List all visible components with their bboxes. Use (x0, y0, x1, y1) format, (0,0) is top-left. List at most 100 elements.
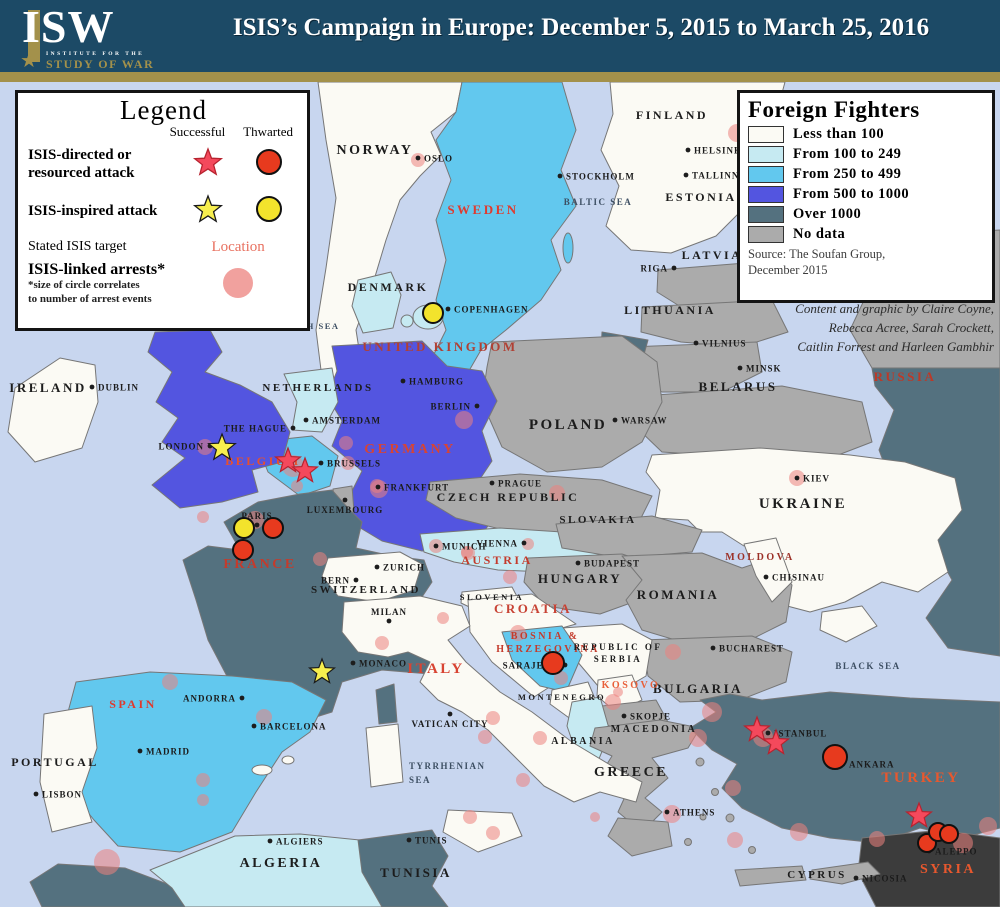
arrest-circle (727, 832, 743, 848)
legend-title: Legend (120, 95, 207, 125)
city-dot (33, 791, 39, 797)
city-label: PARIS (241, 511, 272, 521)
legend-row2-label: ISIS-inspired attack (28, 202, 158, 219)
legend-yellow-circle-icon (238, 191, 299, 232)
city-label: THE HAGUE (224, 424, 287, 434)
city-label: ALEPPO (935, 847, 978, 857)
city-label: PRAGUE (498, 479, 542, 489)
arrest-circle (663, 805, 681, 823)
island-sardinia (365, 723, 404, 788)
arrest-circle (291, 480, 303, 492)
foreign-fighters-panel: Foreign Fighters Less than 100 From 100 t… (737, 90, 995, 303)
city-label: VIENNA (476, 539, 518, 549)
city-label: HELSINKI (694, 146, 747, 156)
city-label: LONDON (158, 442, 204, 452)
legend-arrest-circle-icon (177, 261, 299, 306)
city-label: RIGA (640, 264, 668, 274)
country-label: BELARUS (699, 379, 778, 394)
city-dot (318, 460, 324, 466)
country-label: CROATIA (494, 601, 572, 616)
arrest-circle (979, 817, 997, 835)
city-dot (765, 730, 771, 736)
map-title: ISIS’s Campaign in Europe: December 5, 2… (232, 14, 930, 41)
legend-location-sample: Location (211, 239, 265, 255)
red-star-marker (904, 801, 934, 828)
country-label: ALGERIA (240, 856, 323, 871)
country-label: NORWAY (336, 143, 413, 158)
arrest-circle (341, 456, 355, 470)
legend-row3-label: Stated ISIS target (28, 239, 127, 255)
city-label: DUBLIN (98, 383, 139, 393)
city-dot (386, 618, 392, 624)
country-label: BOSNIA & (511, 631, 580, 642)
arrest-circle (461, 546, 473, 558)
ff-class-row: Over 1000 (748, 206, 984, 223)
city-dot (521, 540, 527, 546)
country-netherlands (283, 367, 339, 433)
ff-class-row: No data (748, 226, 984, 243)
city-label: VATICAN CITY (412, 719, 489, 729)
city-label: BERN (321, 576, 350, 586)
ff-class-row: Less than 100 (748, 126, 984, 143)
city-dot (693, 340, 699, 346)
arrest-circle (725, 780, 741, 796)
country-label: FRANCE (223, 557, 296, 572)
country-label: KOSOVO (602, 680, 661, 691)
sea-label: BLACK SEA (835, 661, 900, 671)
country-denmark (351, 271, 402, 334)
country-label: MOLDOVA (725, 552, 795, 563)
city-label: STOCKHOLM (566, 172, 635, 182)
city-label: TUNIS (415, 836, 448, 846)
country-label: MACEDONIA (611, 724, 697, 735)
island-gotland (562, 232, 574, 264)
city-dot (447, 711, 453, 717)
country-label: TUNISIA (380, 865, 452, 880)
country-ukraine (645, 447, 963, 613)
city-dot (621, 713, 627, 719)
arrest-circle (486, 711, 500, 725)
country-label: REPUBLIC OF (574, 642, 663, 652)
arrest-circle (463, 810, 477, 824)
city-dot (303, 417, 309, 423)
city-label: COPENHAGEN (454, 305, 529, 315)
legend-yellow-star-icon (177, 191, 238, 232)
country-label: FINLAND (636, 108, 708, 122)
aegean-island (684, 838, 692, 846)
legend-red-circle-icon (238, 144, 299, 185)
ff-color-swatch (748, 226, 784, 243)
city-dot (239, 695, 245, 701)
city-dot (575, 560, 581, 566)
credits-text: Content and graphic by Claire Coyne, Reb… (779, 300, 994, 357)
city-label: BRUSSELS (327, 459, 381, 469)
attack-markers-layer (207, 302, 959, 853)
aegean-island (725, 813, 735, 823)
city-dot (374, 564, 380, 570)
ff-class-row: From 100 to 249 (748, 146, 984, 163)
arrest-circle (510, 625, 526, 641)
country-morocco (29, 863, 189, 907)
red-circle-marker (541, 651, 565, 675)
country-label: HERZEGOVINA (496, 644, 600, 655)
country-label: ITALY (407, 661, 465, 677)
country-label: SWEDEN (447, 202, 518, 217)
isw-logo: ★ ISW INSTITUTE FOR THE STUDY OF WAR (20, 4, 172, 73)
foreign-fighters-title: Foreign Fighters (748, 97, 920, 122)
country-label: MONTENEGRO (518, 692, 606, 702)
ff-color-swatch (748, 126, 784, 143)
sea-label: BALTIC SEA (564, 197, 632, 207)
city-label: MADRID (146, 747, 190, 757)
city-dot (342, 497, 348, 503)
city-label: MONACO (359, 659, 407, 669)
ff-class-label: From 100 to 249 (793, 146, 902, 162)
logo-subtitle-1: INSTITUTE FOR THE (46, 51, 145, 57)
ff-color-swatch (748, 206, 784, 223)
country-label: ROMANIA (637, 587, 720, 602)
city-label: ZURICH (383, 563, 425, 573)
credits-line2: Rebecca Acree, Sarah Crockett, (828, 319, 994, 335)
city-dot (137, 748, 143, 754)
arrest-circle (196, 773, 210, 787)
sea-label: TYRRHENIAN (409, 761, 486, 771)
city-dot (683, 172, 689, 178)
city-dot (474, 403, 480, 409)
